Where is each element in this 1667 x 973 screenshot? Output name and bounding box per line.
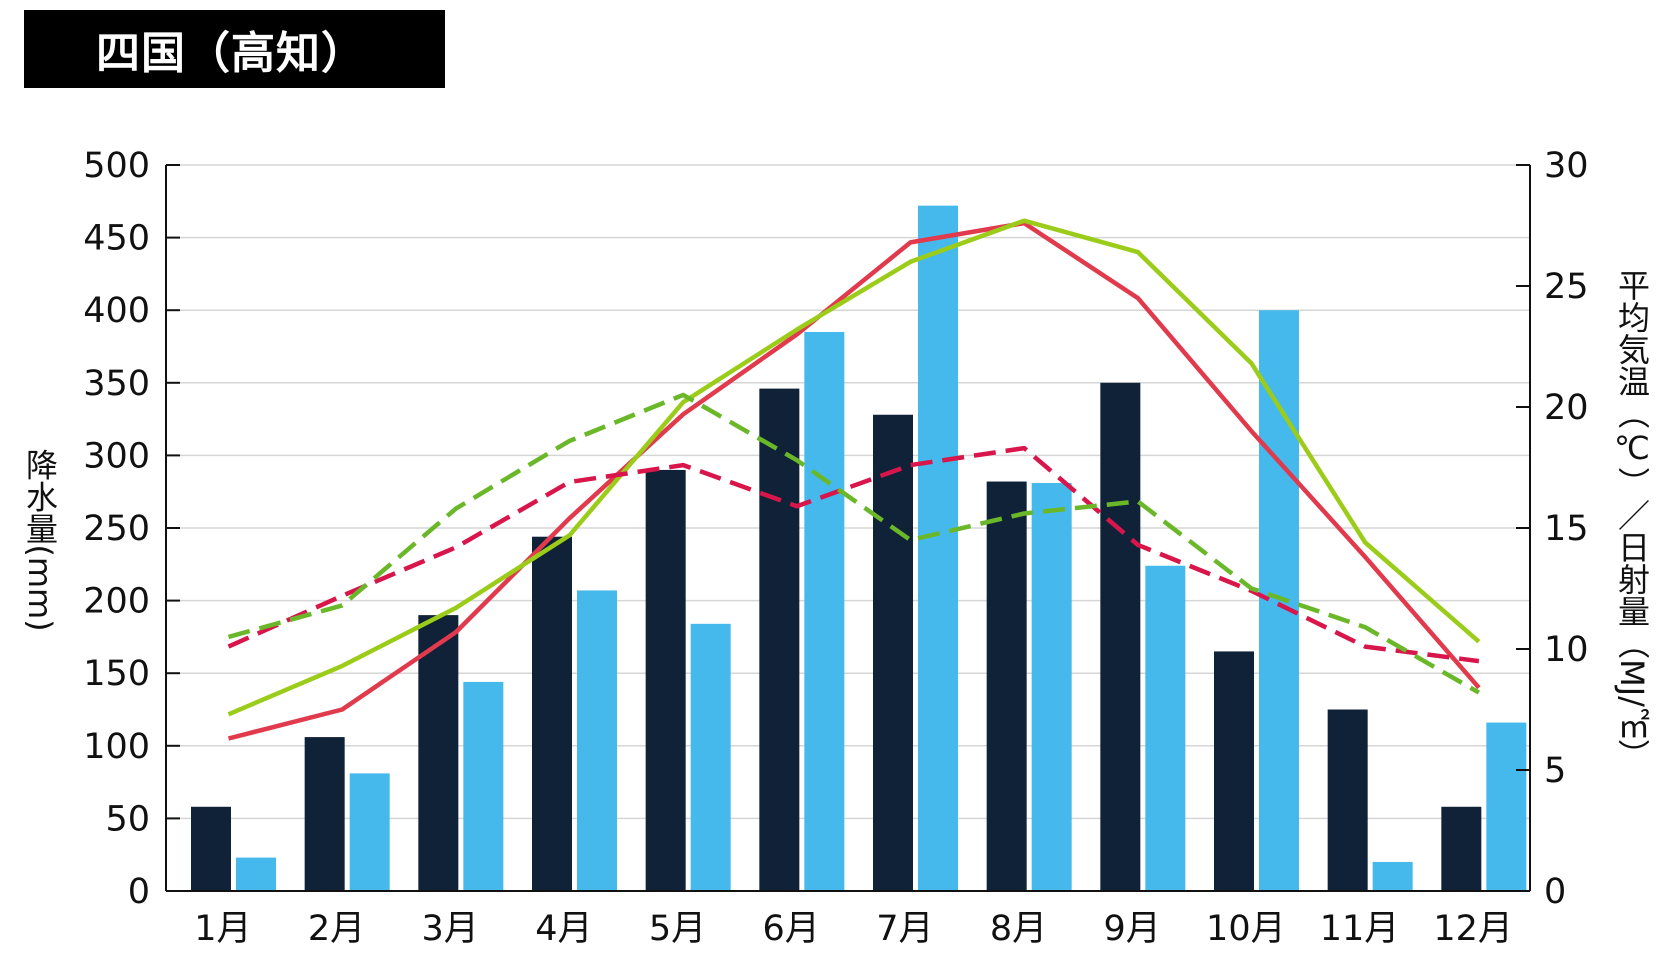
bar-1-11月 <box>1327 709 1368 891</box>
x-tick-label: 2月 <box>308 909 365 949</box>
y-left-tick-label: 250 <box>83 509 150 549</box>
x-tick-label: 3月 <box>422 909 479 949</box>
x-tick-label: 10月 <box>1206 909 1286 949</box>
y-left-tick-label: 450 <box>83 219 150 259</box>
bar-2-5月 <box>690 623 731 891</box>
bar-1-12月 <box>1441 806 1482 891</box>
chart-title-box: 四国（高知） <box>24 10 445 88</box>
y-axis-right-label: 平均気温（℃）／日射量（MJ/㎡） <box>1613 269 1651 771</box>
y-left-tick-label: 50 <box>105 799 150 839</box>
x-tick-label: 12月 <box>1433 909 1513 949</box>
y-left-tick-label: 150 <box>83 654 150 694</box>
y-right-tick-label: 10 <box>1544 630 1589 670</box>
line-series-3 <box>227 445 1480 664</box>
tick-labels: 0 50 100 150 200 250 300 350 400 450 500 0 5 10 15 20 25… <box>83 146 1588 949</box>
bar-2-1月 <box>236 857 276 891</box>
line-series-4 <box>227 392 1481 695</box>
grid-lines <box>166 164 1530 820</box>
bar-2-10月 <box>1259 310 1299 891</box>
line-series <box>227 218 1481 741</box>
y-right-tick-label: 0 <box>1544 872 1566 912</box>
bar-1-9月 <box>1100 382 1141 891</box>
bar-1-8月 <box>986 481 1027 891</box>
y-left-tick-label: 350 <box>83 364 150 404</box>
bar-2-11月 <box>1372 861 1413 891</box>
x-tick-label: 9月 <box>1104 909 1161 949</box>
x-tick-label: 6月 <box>763 909 820 949</box>
x-tick-label: 1月 <box>194 909 251 949</box>
y-right-tick-label: 5 <box>1544 751 1566 791</box>
bar-1-6月 <box>759 388 800 891</box>
bar-1-4月 <box>532 536 572 891</box>
y-left-tick-label: 500 <box>83 146 150 186</box>
y-axis-left-label: 降水量(mm) <box>21 448 59 631</box>
bar-1-2月 <box>304 737 345 891</box>
x-tick-label: 4月 <box>535 909 592 949</box>
bar-2-4月 <box>577 590 617 891</box>
bar-1-7月 <box>873 414 913 891</box>
bar-series <box>191 205 1527 892</box>
x-tick-label: 7月 <box>876 909 933 949</box>
bar-2-6月 <box>804 331 845 892</box>
bar-2-9月 <box>1145 565 1186 891</box>
x-tick-label: 5月 <box>649 909 706 949</box>
y-left-tick-label: 100 <box>83 727 150 767</box>
y-right-tick-label: 20 <box>1544 388 1589 428</box>
y-right-tick-label: 15 <box>1544 509 1589 549</box>
bar-2-12月 <box>1486 722 1527 891</box>
y-left-tick-label: 200 <box>83 582 150 622</box>
y-left-tick-label: 0 <box>128 872 150 912</box>
bar-1-10月 <box>1214 651 1254 891</box>
chart-title: 四国（高知） <box>96 28 366 79</box>
bar-2-8月 <box>1031 482 1072 891</box>
bar-1-5月 <box>645 469 686 891</box>
y-left-tick-label: 400 <box>83 291 150 331</box>
bar-2-3月 <box>463 681 504 891</box>
x-tick-label: 11月 <box>1320 909 1400 949</box>
y-right-tick-label: 30 <box>1544 146 1589 186</box>
bar-2-2月 <box>349 773 390 891</box>
axes <box>165 164 1531 892</box>
bar-1-3月 <box>418 615 459 891</box>
line-series-2 <box>227 218 1481 717</box>
bar-2-7月 <box>918 205 958 891</box>
line-series-1 <box>227 220 1481 741</box>
bar-1-1月 <box>191 806 231 891</box>
x-tick-label: 8月 <box>990 909 1047 949</box>
y-right-tick-label: 25 <box>1544 267 1589 307</box>
y-left-tick-label: 300 <box>83 436 150 476</box>
